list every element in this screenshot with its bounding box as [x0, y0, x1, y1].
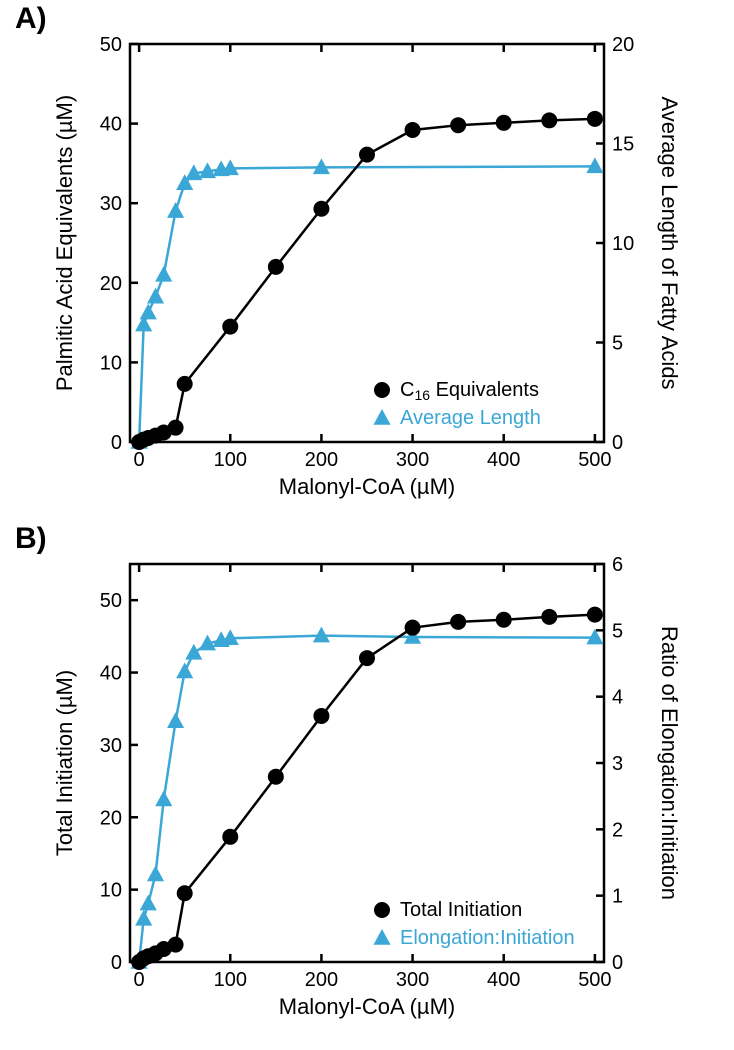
svg-text:30: 30	[100, 735, 122, 757]
svg-text:0: 0	[612, 952, 623, 974]
svg-text:C16 Equivalents: C16 Equivalents	[400, 379, 539, 403]
svg-text:Average Length: Average Length	[400, 407, 541, 429]
svg-text:Total Initiation: Total Initiation	[400, 899, 522, 921]
svg-text:100: 100	[214, 969, 247, 991]
svg-text:20: 20	[100, 807, 122, 829]
svg-text:0: 0	[134, 969, 145, 991]
figure-page: A) B) 0100200300400500010203040500510152…	[0, 0, 734, 1050]
svg-text:40: 40	[100, 663, 122, 685]
svg-text:200: 200	[305, 449, 338, 471]
svg-text:1: 1	[612, 886, 623, 908]
svg-text:10: 10	[612, 233, 634, 255]
svg-text:300: 300	[396, 969, 429, 991]
svg-text:100: 100	[214, 449, 247, 471]
svg-text:0: 0	[134, 449, 145, 471]
svg-text:40: 40	[100, 114, 122, 136]
svg-text:Total Initiation (µM): Total Initiation (µM)	[52, 670, 77, 856]
svg-text:30: 30	[100, 193, 122, 215]
svg-text:0: 0	[111, 432, 122, 454]
svg-text:500: 500	[578, 969, 611, 991]
svg-text:10: 10	[100, 352, 122, 374]
svg-text:Malonyl-CoA (µM): Malonyl-CoA (µM)	[279, 474, 455, 499]
svg-text:10: 10	[100, 880, 122, 902]
svg-text:Average Length of Fatty Acids: Average Length of Fatty Acids	[657, 96, 682, 389]
svg-text:0: 0	[612, 432, 623, 454]
svg-text:0: 0	[111, 952, 122, 974]
svg-text:50: 50	[100, 590, 122, 612]
svg-text:400: 400	[487, 969, 520, 991]
svg-text:20: 20	[612, 34, 634, 56]
svg-text:200: 200	[305, 969, 338, 991]
svg-text:Ratio of Elongation:Initiation: Ratio of Elongation:Initiation	[657, 626, 682, 900]
svg-text:500: 500	[578, 449, 611, 471]
svg-text:20: 20	[100, 273, 122, 295]
svg-text:3: 3	[612, 753, 623, 775]
svg-text:6: 6	[612, 554, 623, 576]
svg-text:50: 50	[100, 34, 122, 56]
svg-text:2: 2	[612, 819, 623, 841]
svg-text:Palmitic Acid Equivalents (µM): Palmitic Acid Equivalents (µM)	[52, 95, 77, 391]
svg-text:300: 300	[396, 449, 429, 471]
svg-text:15: 15	[612, 134, 634, 156]
svg-text:4: 4	[612, 687, 623, 709]
svg-text:5: 5	[612, 333, 623, 355]
svg-text:Elongation:Initiation: Elongation:Initiation	[400, 927, 575, 949]
svg-text:5: 5	[612, 620, 623, 642]
svg-text:400: 400	[487, 449, 520, 471]
svg-text:Malonyl-CoA (µM): Malonyl-CoA (µM)	[279, 994, 455, 1019]
charts-svg-holder: 01002003004005000102030405005101520Malon…	[0, 0, 734, 1050]
